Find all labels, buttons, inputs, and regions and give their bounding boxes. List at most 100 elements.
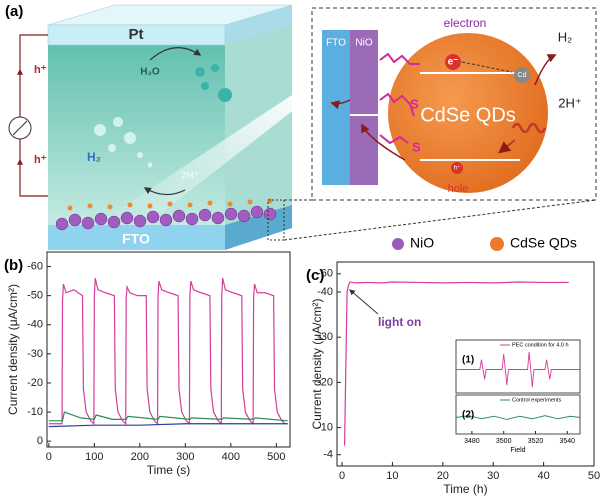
y-tick-label: -50 <box>27 290 43 302</box>
electron-path <box>461 61 513 73</box>
h2-arrow <box>534 54 557 86</box>
particles <box>67 198 273 211</box>
data-line <box>48 411 288 422</box>
plot-frame <box>46 251 291 448</box>
cd-label: Cd <box>518 72 527 79</box>
y-tick-label: -30 <box>317 331 333 343</box>
panel-label: (a) <box>5 3 23 20</box>
pt-label: Pt <box>129 26 144 43</box>
y-axis-label: Current density (μA/cm²) <box>6 284 20 415</box>
legend-label: Control experiments <box>512 397 561 403</box>
zoom-line <box>283 199 597 241</box>
y-tick-label: -30 <box>27 348 43 360</box>
y-tick-label: 0 <box>37 435 43 447</box>
fto-label: FTO <box>122 231 150 247</box>
x-tick-label: 30 <box>487 470 499 482</box>
x-tick-label: 300 <box>176 451 194 463</box>
data-line <box>48 278 288 426</box>
fto-label: FTO <box>326 38 346 49</box>
y-tick-label: -20 <box>317 376 333 388</box>
x-tick-label: 0 <box>339 470 345 482</box>
h2-label: H₂ <box>558 29 572 44</box>
h2-label: H₂ <box>87 150 101 164</box>
proton-label: 2H⁺ <box>181 171 199 182</box>
legend-swatch <box>392 238 404 250</box>
sulfur-label: S <box>412 139 421 154</box>
panel-label: (b) <box>4 257 23 274</box>
mechanism-inset: FTO NiO electron e⁻ Cd H₂ 2H⁺ CdSe QDs S… <box>311 7 597 201</box>
fto-front <box>48 225 225 250</box>
hole-label: h⁺ <box>34 154 47 166</box>
annotation: light on <box>378 315 421 329</box>
proton-label: 2H⁺ <box>558 95 581 110</box>
cd-site <box>514 67 530 83</box>
inset-frame <box>455 394 581 435</box>
electron-symbol: e⁻ <box>448 57 459 68</box>
electron-label: electron <box>444 16 487 30</box>
y-tick-label: -40 <box>317 286 333 298</box>
x-tick-label: 3480 <box>464 438 480 445</box>
x-tick-label: 20 <box>437 470 449 482</box>
x-axis-label: Field <box>510 447 525 454</box>
inset-panel-label: (2) <box>462 410 474 421</box>
y-tick-label: -10 <box>317 421 333 433</box>
hole-symbol: h⁺ <box>454 165 461 172</box>
y-axis-label: Current density (μA/cm²) <box>310 299 324 430</box>
x-tick-label: 3540 <box>559 438 575 445</box>
data-line <box>456 351 580 388</box>
x-tick-label: 3520 <box>528 438 544 445</box>
x-tick-label: 200 <box>131 451 149 463</box>
y-tick-label: -60 <box>317 268 333 280</box>
y-tick-label: -10 <box>27 406 43 418</box>
data-line <box>343 281 569 446</box>
qd-label: CdSe QDs <box>420 104 516 126</box>
meter-needle <box>12 120 28 136</box>
x-tick-label: 100 <box>85 451 103 463</box>
light-arrow <box>498 139 516 154</box>
x-tick-label: 500 <box>267 451 285 463</box>
ligands <box>379 52 420 145</box>
sulfur-label: S <box>410 96 419 111</box>
nio-spheres <box>55 205 277 231</box>
charge-transfer <box>330 99 351 110</box>
legend-label: NiO <box>410 235 434 251</box>
inset-frame <box>455 339 581 394</box>
x-tick-label: 3500 <box>496 438 512 445</box>
hole-dot <box>451 162 463 174</box>
x-tick-label: 10 <box>386 470 398 482</box>
x-tick-label: 40 <box>537 470 549 482</box>
x-axis-label: Time (h) <box>443 482 487 496</box>
water-arrow <box>149 47 202 61</box>
hole-transfer <box>361 123 406 161</box>
annotation-arrow <box>349 289 379 315</box>
nio-layer <box>350 30 378 185</box>
proton-arrow <box>143 187 186 196</box>
panel-label: (c) <box>306 267 324 284</box>
legend-label: CdSe QDs <box>510 235 577 251</box>
circuit <box>19 34 48 197</box>
data-line <box>48 423 288 428</box>
x-tick-label: 0 <box>46 451 52 463</box>
nio-label: NiO <box>355 38 372 49</box>
electron-dot <box>445 54 461 70</box>
zoom-region <box>267 199 285 241</box>
x-tick-label: 50 <box>588 470 600 482</box>
y-tick-label: -4 <box>323 449 333 461</box>
h2o-label: H₂O <box>140 67 160 78</box>
x-tick-label: 400 <box>222 451 240 463</box>
legend-label: PEC condition for 4.0 h <box>512 342 569 348</box>
cell-diagram: (a) Pt FTO H₂O H₂ 2H⁺ h⁺ h⁺ <box>5 3 597 250</box>
y-tick-label: -40 <box>27 319 43 331</box>
x-axis-label: Time (s) <box>147 463 191 477</box>
hole-label: hole <box>448 183 469 195</box>
hole-label: h⁺ <box>34 64 47 76</box>
legend-swatch <box>490 237 504 251</box>
inset-panel-label: (1) <box>462 355 474 366</box>
pt-side <box>225 5 292 45</box>
water-bubbles <box>195 64 232 102</box>
fto-layer <box>322 30 350 185</box>
light-wave <box>511 122 547 134</box>
y-tick-label: -60 <box>27 260 43 272</box>
